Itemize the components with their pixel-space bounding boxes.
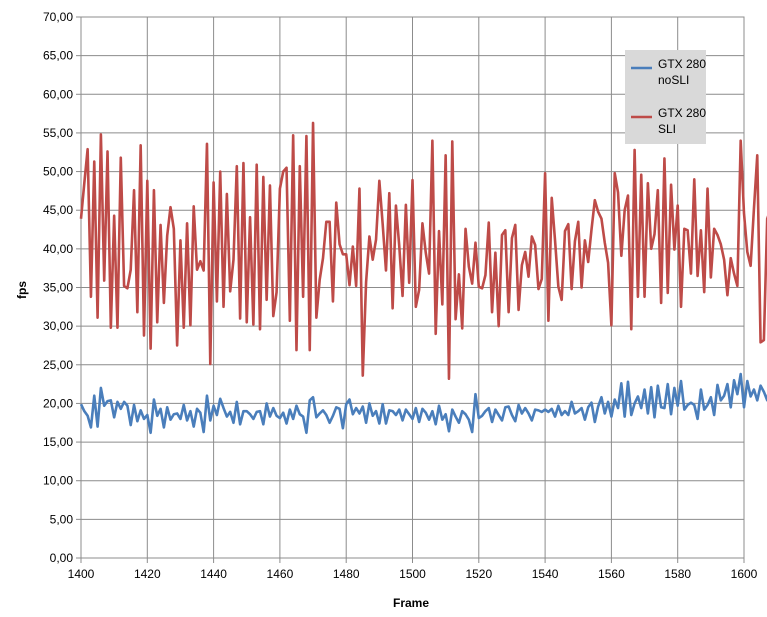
y-tick-label: 70,00 (43, 10, 73, 24)
legend-label: GTX 280 (658, 57, 706, 71)
x-tick-label: 1420 (134, 567, 161, 581)
x-tick-label: 1480 (333, 567, 360, 581)
legend-label: SLI (658, 122, 676, 136)
series-line-1 (79, 121, 767, 381)
y-tick-label: 60,00 (43, 87, 73, 101)
legend-label: GTX 280 (658, 106, 706, 120)
y-tick-label: 65,00 (43, 49, 73, 63)
series-layer (79, 121, 767, 435)
legend: GTX 280 noSLI GTX 280 SLI (625, 50, 706, 144)
x-tick-label: 1460 (267, 567, 294, 581)
y-tick-label: 15,00 (43, 435, 73, 449)
y-tick-label: 10,00 (43, 474, 73, 488)
legend-label: noSLI (658, 73, 689, 87)
series-line-0 (79, 372, 767, 435)
y-tick-label: 55,00 (43, 126, 73, 140)
legend-box (625, 50, 706, 144)
x-tick-label: 1520 (465, 567, 492, 581)
y-axis-ticks: 0,00 5,00 10,00 15,00 20,00 25,00 30,00 35,00 40… (43, 10, 81, 565)
y-tick-label: 50,00 (43, 165, 73, 179)
x-tick-label: 1400 (68, 567, 95, 581)
x-axis-ticks: 1400 1420 1440 1460 1480 1500 1520 1540 1560 1580… (68, 558, 758, 581)
x-tick-label: 1560 (598, 567, 625, 581)
y-tick-label: 25,00 (43, 358, 73, 372)
x-tick-label: 1600 (731, 567, 758, 581)
y-tick-label: 5,00 (50, 512, 74, 526)
y-tick-label: 30,00 (43, 319, 73, 333)
x-tick-label: 1440 (200, 567, 227, 581)
x-tick-label: 1500 (399, 567, 426, 581)
x-tick-label: 1540 (532, 567, 559, 581)
y-tick-label: 40,00 (43, 242, 73, 256)
y-tick-label: 20,00 (43, 396, 73, 410)
x-tick-label: 1580 (664, 567, 691, 581)
y-tick-label: 35,00 (43, 281, 73, 295)
y-tick-label: 45,00 (43, 203, 73, 217)
y-axis-title: fps (15, 281, 29, 299)
x-axis-title: Frame (393, 596, 429, 610)
y-tick-label: 0,00 (50, 551, 74, 565)
